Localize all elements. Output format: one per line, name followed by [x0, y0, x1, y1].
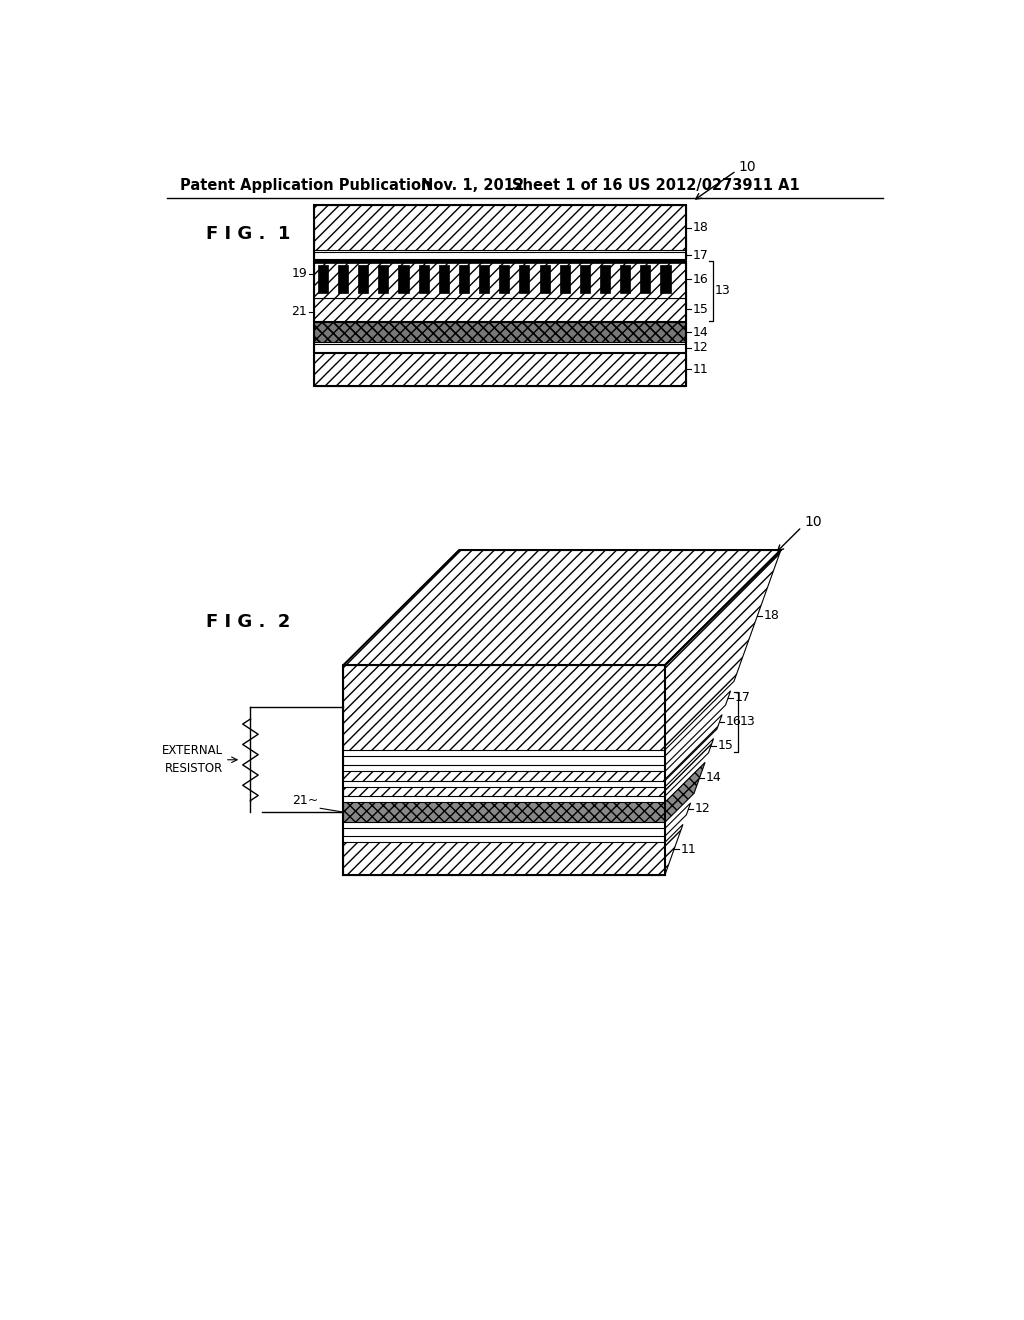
Text: 17: 17 — [734, 692, 751, 705]
Bar — [317, 265, 328, 293]
Bar — [621, 265, 630, 293]
Bar — [580, 265, 590, 293]
Polygon shape — [343, 842, 665, 875]
Text: Sheet 1 of 16: Sheet 1 of 16 — [512, 178, 623, 193]
Text: 21~: 21~ — [293, 793, 318, 807]
Bar — [540, 265, 550, 293]
Bar — [314, 261, 686, 298]
Polygon shape — [343, 803, 665, 822]
Bar — [314, 252, 686, 259]
Bar — [314, 298, 686, 321]
Polygon shape — [343, 550, 781, 665]
Bar — [378, 265, 388, 293]
Text: 12: 12 — [693, 342, 709, 354]
Bar — [314, 345, 686, 351]
Polygon shape — [665, 763, 706, 822]
Text: 11: 11 — [680, 843, 696, 855]
Polygon shape — [665, 738, 714, 796]
Polygon shape — [343, 829, 665, 836]
Text: 14: 14 — [693, 326, 709, 339]
Text: 13: 13 — [739, 715, 756, 729]
Bar — [314, 354, 686, 385]
Text: 21: 21 — [291, 305, 307, 318]
Text: 15: 15 — [717, 739, 733, 752]
Bar — [479, 265, 489, 293]
Polygon shape — [665, 690, 731, 766]
Polygon shape — [665, 550, 781, 750]
Text: 10: 10 — [804, 515, 821, 528]
Bar — [419, 265, 429, 293]
Text: 19: 19 — [291, 267, 307, 280]
Text: 15: 15 — [693, 302, 709, 315]
Bar — [640, 265, 650, 293]
Text: 13: 13 — [715, 284, 730, 297]
Text: 17: 17 — [693, 249, 709, 261]
Bar — [314, 206, 686, 385]
Text: 11: 11 — [693, 363, 709, 376]
Polygon shape — [665, 803, 690, 836]
Bar — [459, 265, 469, 293]
Polygon shape — [665, 714, 722, 780]
Text: 16: 16 — [693, 273, 709, 286]
Bar — [600, 265, 610, 293]
Polygon shape — [665, 825, 683, 875]
Bar — [314, 206, 686, 249]
Bar — [560, 265, 569, 293]
Text: Nov. 1, 2012: Nov. 1, 2012 — [421, 178, 524, 193]
Text: F I G .  2: F I G . 2 — [206, 612, 290, 631]
Bar — [438, 265, 449, 293]
Text: 12: 12 — [694, 803, 711, 816]
Polygon shape — [343, 756, 665, 766]
Bar — [660, 265, 671, 293]
Text: 16: 16 — [726, 715, 741, 729]
Text: 14: 14 — [706, 771, 722, 784]
Text: F I G .  1: F I G . 1 — [206, 224, 290, 243]
Bar — [314, 322, 686, 342]
Bar — [500, 265, 509, 293]
Text: 10: 10 — [738, 160, 757, 174]
Polygon shape — [343, 665, 665, 750]
Text: 18: 18 — [764, 609, 779, 622]
Bar — [519, 265, 529, 293]
Polygon shape — [343, 787, 665, 796]
Polygon shape — [343, 771, 665, 780]
Bar — [314, 322, 686, 342]
Text: EXTERNAL
RESISTOR: EXTERNAL RESISTOR — [162, 744, 223, 775]
Text: Patent Application Publication: Patent Application Publication — [180, 178, 431, 193]
Bar — [241, 719, 260, 800]
Bar — [358, 265, 369, 293]
Bar — [338, 265, 348, 293]
Text: 18: 18 — [693, 222, 709, 234]
Text: US 2012/0273911 A1: US 2012/0273911 A1 — [628, 178, 800, 193]
Bar — [398, 265, 409, 293]
Bar — [314, 259, 686, 263]
